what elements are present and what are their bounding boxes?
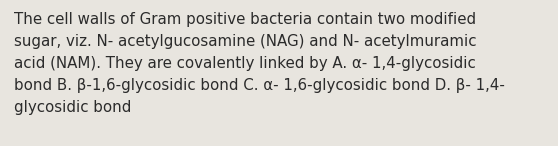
Text: sugar, viz. N- acetylgucosamine (NAG) and N- acetylmuramic: sugar, viz. N- acetylgucosamine (NAG) an… (14, 34, 477, 49)
Text: glycosidic bond: glycosidic bond (14, 100, 131, 115)
Text: bond B. β-1,6-glycosidic bond C. α- 1,6-glycosidic bond D. β- 1,4-: bond B. β-1,6-glycosidic bond C. α- 1,6-… (14, 78, 505, 93)
Text: The cell walls of Gram positive bacteria contain two modified: The cell walls of Gram positive bacteria… (14, 12, 476, 27)
Text: acid (NAM). They are covalently linked by A. α- 1,4-glycosidic: acid (NAM). They are covalently linked b… (14, 56, 476, 71)
